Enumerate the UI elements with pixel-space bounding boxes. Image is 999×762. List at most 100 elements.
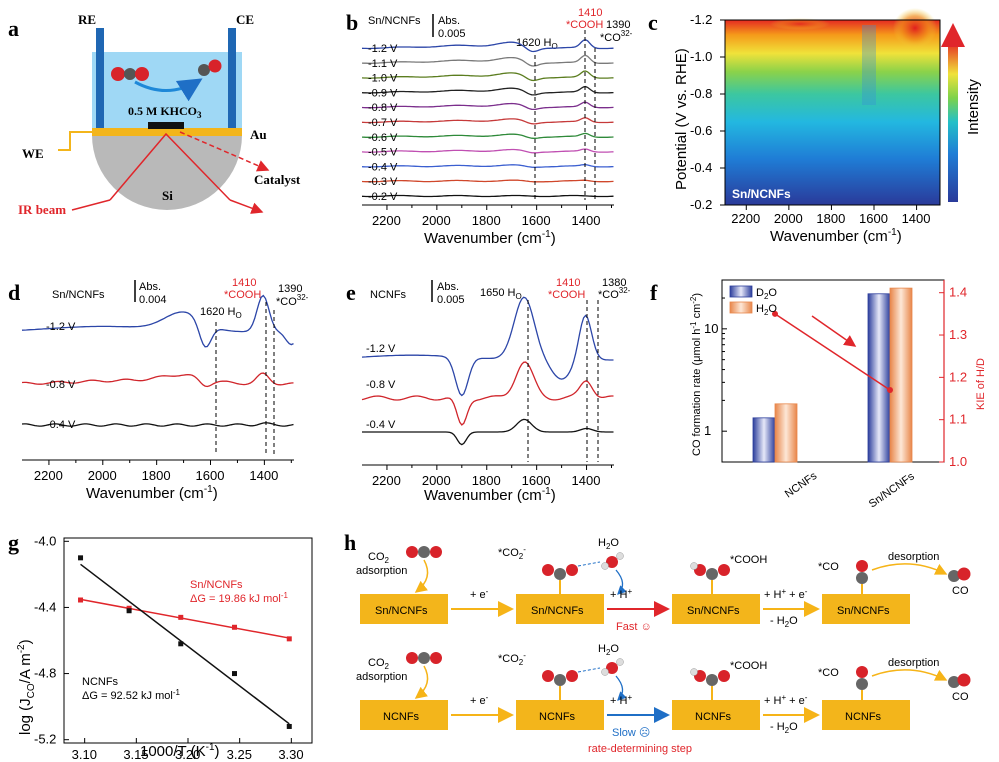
panel-g-xlabel: 1000/T (K-1): [140, 742, 220, 760]
trace-1.2V: [361, 296, 614, 397]
panel-f-ylabel-left: CO formation rate (μmol h-1 cm-2): [689, 293, 703, 456]
h2-co: CO: [952, 691, 969, 703]
potential-label: -0.5 V: [368, 147, 398, 159]
potential-label: -0.9 V: [368, 87, 398, 99]
trace-04: [361, 163, 614, 168]
xtick-label: 1400: [572, 473, 601, 488]
data-point: [78, 597, 84, 603]
fit-line: [80, 563, 290, 725]
h2-co-free-icon: [948, 673, 971, 688]
xtick-label: 1800: [816, 211, 845, 226]
panel-h-letter: h: [344, 530, 356, 555]
panel-b-co3-num: 1390: [606, 19, 630, 31]
h1-proton-arrow: [615, 569, 627, 595]
h2-box-1: [360, 700, 448, 730]
ytick-label: -1.2: [690, 12, 712, 27]
trace-12: [361, 39, 614, 53]
trace-05: [361, 148, 614, 154]
panel-d-xlabel: Wavenumber (cm-1): [86, 484, 218, 502]
trace-07: [361, 117, 614, 125]
panel-c-ylabel: Potential (V vs. RHE): [673, 48, 690, 190]
h1-plus-h: + H+: [610, 587, 632, 601]
panel-c-xlabel: Wavenumber (cm-1): [770, 227, 902, 245]
h2-minus-h2o: - H2O: [770, 721, 798, 735]
h1-box-1-label: Sn/NCNFs: [375, 605, 428, 617]
panel-e-xlabel: Wavenumber (cm-1): [424, 486, 556, 504]
h2-co-star: *CO: [818, 667, 839, 679]
panel-e-label-04: -0.4 V: [366, 419, 396, 431]
legend-h2o: H2O: [756, 303, 777, 317]
panel-c-xticks: 2200 2000 1800 1600 1400: [731, 205, 931, 226]
legend-d2o-swatch: [729, 285, 753, 298]
ytick-label-right: 1.4: [949, 285, 967, 300]
h1-adsorption: adsorption: [356, 565, 407, 577]
trace-0.4V: [21, 422, 294, 427]
xtick-label: 1600: [859, 211, 888, 226]
h1-desorb-arrow: [871, 563, 948, 575]
panel-d-scale-label: Abs.: [139, 281, 161, 293]
h1-cooh: *COOH: [730, 554, 767, 566]
trace-11: [361, 54, 614, 67]
h1-co2minus: *CO2-: [498, 545, 526, 561]
panel-d-co3-ann: *CO32-: [276, 293, 309, 308]
panel-b-cooh-num: 1410: [578, 7, 602, 19]
ytick-label-left: 1: [704, 423, 711, 438]
panel-d-co3-num: 1390: [278, 283, 302, 295]
we-wire: [58, 131, 92, 151]
h2-co2minus: *CO2-: [498, 651, 526, 667]
h1-co2-label: CO2: [368, 551, 390, 565]
h1-water-icon: [601, 552, 624, 570]
panel-g-sn-dg: ΔG = 19.86 kJ mol-1: [190, 591, 288, 605]
h2-co2-label: CO2: [368, 657, 390, 671]
panel-d-label-12: -1.2 V: [46, 321, 76, 333]
panel-e-scale-label: Abs.: [437, 281, 459, 293]
panel-f-trend-arrow: [811, 315, 857, 347]
trace-0.8V: [361, 361, 614, 426]
kie-line: [774, 313, 891, 391]
h2-hbond: [577, 667, 601, 673]
xtick-label: 3.15: [123, 747, 148, 762]
h1-h2o: H2O: [598, 537, 619, 551]
panel-c: c -1.2 -1.0 -0.8 -0.6 -0.4 -0.2 2200 2000 1800 1…: [648, 8, 982, 245]
trace-09: [361, 85, 614, 96]
trace-0.4V: [362, 418, 614, 446]
data-point: [286, 723, 292, 729]
ytick-label: -5.2: [34, 732, 56, 747]
trace-02: [361, 194, 614, 198]
h1-desorption: desorption: [888, 551, 939, 563]
xtick-label: 2000: [774, 211, 803, 226]
panel-e-xticks: 2200 2000 1800 1600 1400: [372, 465, 613, 488]
ytick-label-right: 1.0: [949, 454, 967, 469]
xtick-label: 1400: [249, 468, 278, 483]
ytick-label: -4.0: [34, 533, 56, 548]
h2-h2o: H2O: [598, 643, 619, 657]
trace-03: [361, 179, 614, 183]
si-prism: [92, 135, 242, 210]
xtick-label: 3.30: [278, 747, 303, 762]
xtick-label: 1800: [472, 473, 501, 488]
au-label: Au: [250, 127, 267, 142]
panel-d-scale-value: 0.004: [139, 294, 167, 306]
panel-b-letter: b: [346, 10, 358, 35]
heatmap-hotspot-1410: [893, 8, 937, 48]
trace-06: [361, 132, 614, 139]
h2-cooh-icon: [690, 668, 730, 700]
potential-label: -1.1 V: [368, 58, 398, 70]
counter-electrode: [228, 28, 236, 128]
panel-c-sample: Sn/NCNFs: [732, 187, 791, 201]
xtick-label: 1800: [472, 213, 501, 228]
panel-e-cooh-num: 1410: [556, 277, 580, 289]
bar-h2o: [889, 287, 913, 463]
panel-e-title: NCNFs: [370, 289, 407, 301]
ytick-label: -0.6: [690, 123, 712, 138]
h2-desorb-arrow: [871, 669, 948, 681]
xtick-label: 3.20: [175, 747, 200, 762]
h2-box-1-label: NCNFs: [383, 711, 420, 723]
kie-point: [772, 310, 778, 317]
potential-label: -1.2 V: [368, 43, 398, 55]
potential-label: -0.6 V: [368, 132, 398, 144]
panel-e-cooh-ann: *COOH: [548, 289, 585, 301]
h2-co-adsorbed-icon: [856, 666, 868, 700]
h1-co2-adsorbed-icon: [542, 564, 578, 594]
panel-e-traces: [361, 296, 614, 446]
